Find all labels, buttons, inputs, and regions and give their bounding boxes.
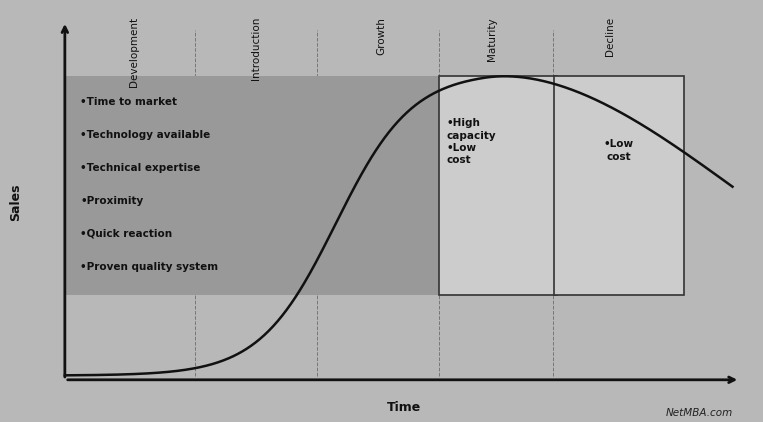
Text: •Proven quality system: •Proven quality system <box>80 262 218 272</box>
Text: •Time to market: •Time to market <box>80 97 177 107</box>
Text: •Quick reaction: •Quick reaction <box>80 229 172 239</box>
Text: Maturity: Maturity <box>487 17 497 60</box>
Text: Time: Time <box>388 400 421 414</box>
Bar <box>439 76 557 295</box>
Text: Growth: Growth <box>376 17 387 55</box>
Text: Development: Development <box>128 17 139 87</box>
Text: NetMBA.com: NetMBA.com <box>665 408 732 418</box>
Text: Introduction: Introduction <box>250 17 261 80</box>
Text: Decline: Decline <box>605 17 616 56</box>
Text: •Technology available: •Technology available <box>80 130 211 140</box>
Text: Sales: Sales <box>8 184 22 221</box>
Text: •Technical expertise: •Technical expertise <box>80 163 201 173</box>
Text: •Low
cost: •Low cost <box>604 139 634 162</box>
Bar <box>554 76 684 295</box>
Bar <box>65 76 439 295</box>
Text: •Proximity: •Proximity <box>80 196 143 206</box>
Text: •High
capacity
•Low
cost: •High capacity •Low cost <box>446 118 496 165</box>
